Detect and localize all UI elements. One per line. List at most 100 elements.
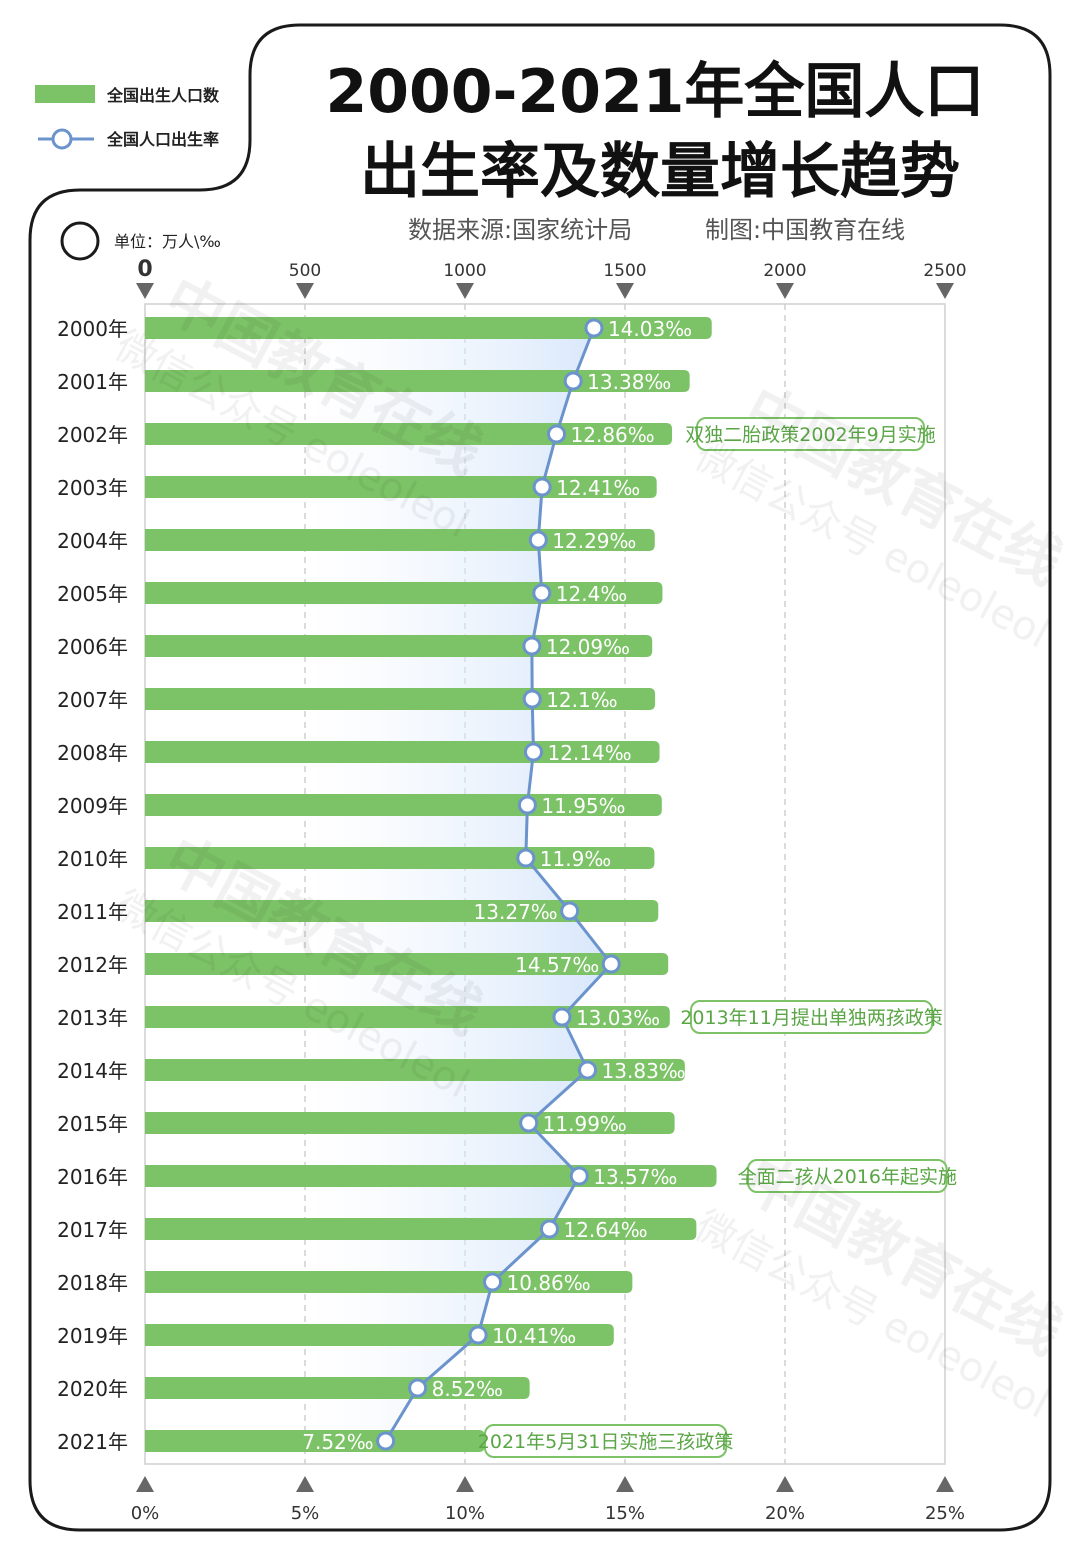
rate-point xyxy=(522,689,542,709)
rate-value-label: 10.41‰ xyxy=(492,1324,576,1348)
year-label: 2000年 xyxy=(57,317,128,341)
rate-value-label: 11.99‰ xyxy=(543,1112,627,1136)
rate-point xyxy=(539,1219,559,1239)
birth-count-bar xyxy=(145,1377,530,1399)
year-label: 2004年 xyxy=(57,529,128,553)
year-label: 2013年 xyxy=(57,1006,128,1030)
rate-point xyxy=(563,371,583,391)
year-label: 2014年 xyxy=(57,1059,128,1083)
unit-label: 单位：万人\‰ xyxy=(114,232,221,251)
top-tick-label: 2000 xyxy=(763,261,806,281)
annotation-box xyxy=(690,1000,934,1034)
top-tick-marker xyxy=(296,283,314,299)
year-label: 2012年 xyxy=(57,953,128,977)
birth-count-bar xyxy=(145,582,663,604)
bottom-tick-marker xyxy=(136,1476,154,1492)
bottom-tick-marker xyxy=(776,1476,794,1492)
legend-bar-label: 全国出生人口数 xyxy=(106,86,220,105)
year-label: 2009年 xyxy=(57,794,128,818)
birth-count-bar xyxy=(145,1006,670,1028)
top-tick-label: 500 xyxy=(289,261,321,281)
bottom-tick-marker xyxy=(616,1476,634,1492)
bottom-tick-label: 20% xyxy=(765,1503,805,1524)
rate-value-label: 11.95‰ xyxy=(541,794,625,818)
annotation-text: 2021年5月31日实施三孩政策 xyxy=(478,1431,734,1453)
rate-point xyxy=(560,901,580,921)
top-tick-label: 1500 xyxy=(603,261,646,281)
top-axis: 0 500 1000 1500 2000 2500 xyxy=(136,257,967,299)
year-label: 2017年 xyxy=(57,1218,128,1242)
rate-point xyxy=(519,1113,539,1133)
year-label: 2016年 xyxy=(57,1165,128,1189)
birth-count-bar xyxy=(145,1430,485,1452)
rate-point xyxy=(584,318,604,338)
year-label: 2021年 xyxy=(57,1430,128,1454)
birth-count-bar xyxy=(145,529,655,551)
rate-value-label: 13.38‰ xyxy=(587,370,671,394)
bottom-tick-label: 0% xyxy=(131,1503,160,1524)
rate-point xyxy=(516,848,536,868)
rate-point xyxy=(483,1272,503,1292)
birth-count-bar xyxy=(145,953,669,975)
rate-labels: 14.03‰ 13.38‰ 12.86‰ 12.41‰ 12.29‰ 12.4‰ 12.09… xyxy=(302,317,692,1454)
bottom-tick-label: 25% xyxy=(925,1503,965,1524)
birth-count-bar xyxy=(145,1324,614,1346)
rate-value-label: 14.57‰ xyxy=(515,953,599,977)
year-label: 2010年 xyxy=(57,847,128,871)
top-tick-marker xyxy=(136,283,154,299)
rate-point xyxy=(468,1325,488,1345)
legend-line-label: 全国人口出生率 xyxy=(106,130,219,149)
rate-point xyxy=(552,1007,572,1027)
rate-value-label: 7.52‰ xyxy=(302,1430,373,1454)
rate-point xyxy=(528,530,548,550)
year-axis: 2000年 2001年 2002年 2003年 2004年 2005年 2006年 2007年… xyxy=(57,317,128,1454)
rate-value-label: 12.64‰ xyxy=(563,1218,647,1242)
rate-point xyxy=(522,636,542,656)
annotation-box xyxy=(696,417,925,451)
birth-count-bar xyxy=(145,1218,697,1240)
bottom-axis: 0% 5% 10% 15% 20% 25% xyxy=(131,1476,965,1524)
plot-area xyxy=(144,303,946,1465)
rate-area xyxy=(305,328,612,1441)
rate-value-label: 11.9‰ xyxy=(540,847,611,871)
bottom-tick-marker xyxy=(456,1476,474,1492)
birth-count-bar xyxy=(145,476,657,498)
year-label: 2006年 xyxy=(57,635,128,659)
chart-title-line2: 出生率及数量增长趋势 xyxy=(360,137,960,207)
annotation-box xyxy=(484,1424,728,1458)
birth-count-bar xyxy=(145,1271,633,1293)
rate-point xyxy=(547,424,567,444)
bottom-tick-label: 5% xyxy=(291,1503,320,1524)
annotation-text: 双独二胎政策2002年9月实施 xyxy=(685,424,935,446)
rate-point xyxy=(601,954,621,974)
top-tick-marker xyxy=(936,283,954,299)
rate-point xyxy=(517,795,537,815)
rate-value-label: 13.57‰ xyxy=(593,1165,677,1189)
rate-value-label: 12.86‰ xyxy=(571,423,655,447)
year-label: 2003年 xyxy=(57,476,128,500)
birth-count-bar xyxy=(145,1112,675,1134)
top-tick-label: 0 xyxy=(137,257,152,282)
birth-count-bar xyxy=(145,1059,685,1081)
bottom-tick-label: 15% xyxy=(605,1503,645,1524)
legend-bar-swatch xyxy=(35,85,95,103)
chart-title-line1: 2000-2021年全国人口 xyxy=(326,57,985,127)
year-label: 2008年 xyxy=(57,741,128,765)
year-label: 2019年 xyxy=(57,1324,128,1348)
legend-line-marker xyxy=(51,128,73,150)
rate-value-label: 12.4‰ xyxy=(556,582,627,606)
source-text: 数据来源:国家统计局 xyxy=(408,216,632,244)
rate-value-label: 13.27‰ xyxy=(474,900,558,924)
rate-point xyxy=(569,1166,589,1186)
annotation-text: 全面二孩从2016年起实施 xyxy=(738,1166,957,1188)
birth-count-bar xyxy=(145,317,712,339)
bar-series xyxy=(145,317,717,1452)
unit-circle-icon xyxy=(60,221,100,261)
rate-point xyxy=(376,1431,396,1451)
year-label: 2015年 xyxy=(57,1112,128,1136)
bottom-tick-label: 10% xyxy=(445,1503,485,1524)
year-label: 2002年 xyxy=(57,423,128,447)
rate-line xyxy=(384,327,614,1442)
